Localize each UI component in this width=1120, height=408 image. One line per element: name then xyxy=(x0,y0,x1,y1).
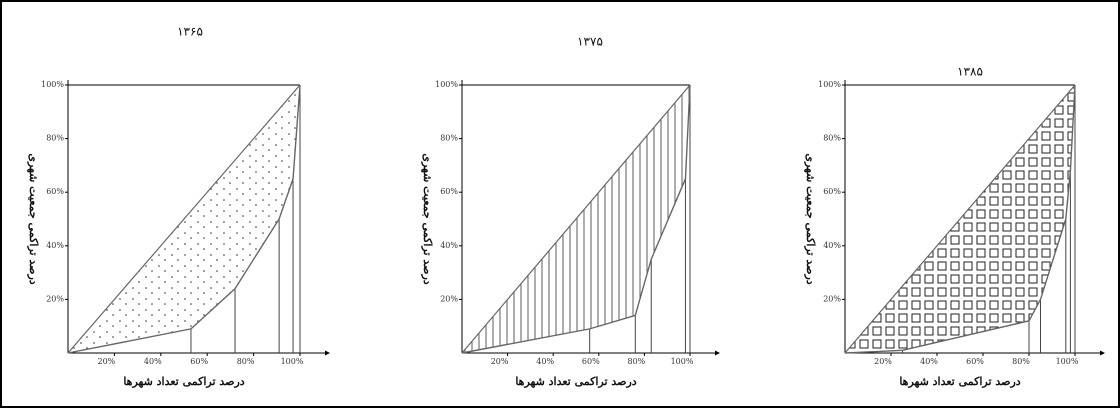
y-tick-label: 40% xyxy=(440,241,458,250)
y-tick-label: 80% xyxy=(823,134,841,143)
y-tick-label: 60% xyxy=(440,187,458,196)
y-tick-label: 100% xyxy=(41,80,64,89)
y-tick-label: 60% xyxy=(823,187,841,196)
y-tick-label: 60% xyxy=(46,187,64,196)
y-tick-label: 100% xyxy=(435,80,458,89)
x-axis-label: درصد تراکمی تعداد شهرها xyxy=(899,375,1020,388)
x-tick-label: 40% xyxy=(144,357,162,366)
x-tick-label: 20% xyxy=(874,357,892,366)
x-tick-label: 60% xyxy=(582,357,600,366)
y-tick-label: 20% xyxy=(823,294,841,303)
chart-title: ۱۳۸۵ xyxy=(957,65,983,79)
x-axis-label: درصد تراکمی تعداد شهرها xyxy=(123,375,244,388)
x-tick-label: 40% xyxy=(920,357,938,366)
x-axis-arrow xyxy=(1100,350,1105,356)
y-axis-label: درصد تراکمی جمعیت شهری xyxy=(804,153,817,284)
x-tick-label: 20% xyxy=(491,357,509,366)
y-axis-label: درصد تراکمی جمعیت شهری xyxy=(421,153,434,284)
lorenz-curve xyxy=(67,84,301,354)
x-tick-label: 60% xyxy=(190,357,208,366)
y-tick-label: 80% xyxy=(440,134,458,143)
equality-line xyxy=(67,84,301,354)
lorenz-curve xyxy=(461,84,691,354)
y-tick-label: 40% xyxy=(46,241,64,250)
x-tick-label: 20% xyxy=(98,357,116,366)
x-tick-label: 80% xyxy=(1012,357,1030,366)
y-tick-label: 20% xyxy=(46,294,64,303)
y-axis-label: درصد تراکمی جمعیت شهری xyxy=(27,153,40,284)
equality-line xyxy=(844,84,1076,354)
x-axis-label: درصد تراکمی تعداد شهرها xyxy=(515,375,636,388)
chart-title: ۱۳۶۵ xyxy=(177,25,203,39)
x-tick-label: 60% xyxy=(966,357,984,366)
equality-line xyxy=(461,84,691,354)
x-tick-label: 100% xyxy=(1056,357,1079,366)
x-tick-label: 100% xyxy=(671,357,694,366)
y-tick-label: 100% xyxy=(818,80,841,89)
x-tick-label: 80% xyxy=(628,357,646,366)
x-tick-label: 40% xyxy=(536,357,554,366)
y-tick-label: 20% xyxy=(440,294,458,303)
x-axis-arrow xyxy=(325,350,330,356)
y-tick-label: 40% xyxy=(823,241,841,250)
x-tick-label: 80% xyxy=(237,357,255,366)
x-tick-label: 100% xyxy=(281,357,304,366)
x-axis-arrow xyxy=(715,350,720,356)
chart-title: ۱۳۷۵ xyxy=(577,35,603,49)
y-tick-label: 80% xyxy=(46,134,64,143)
lorenz-curve xyxy=(844,84,1076,354)
